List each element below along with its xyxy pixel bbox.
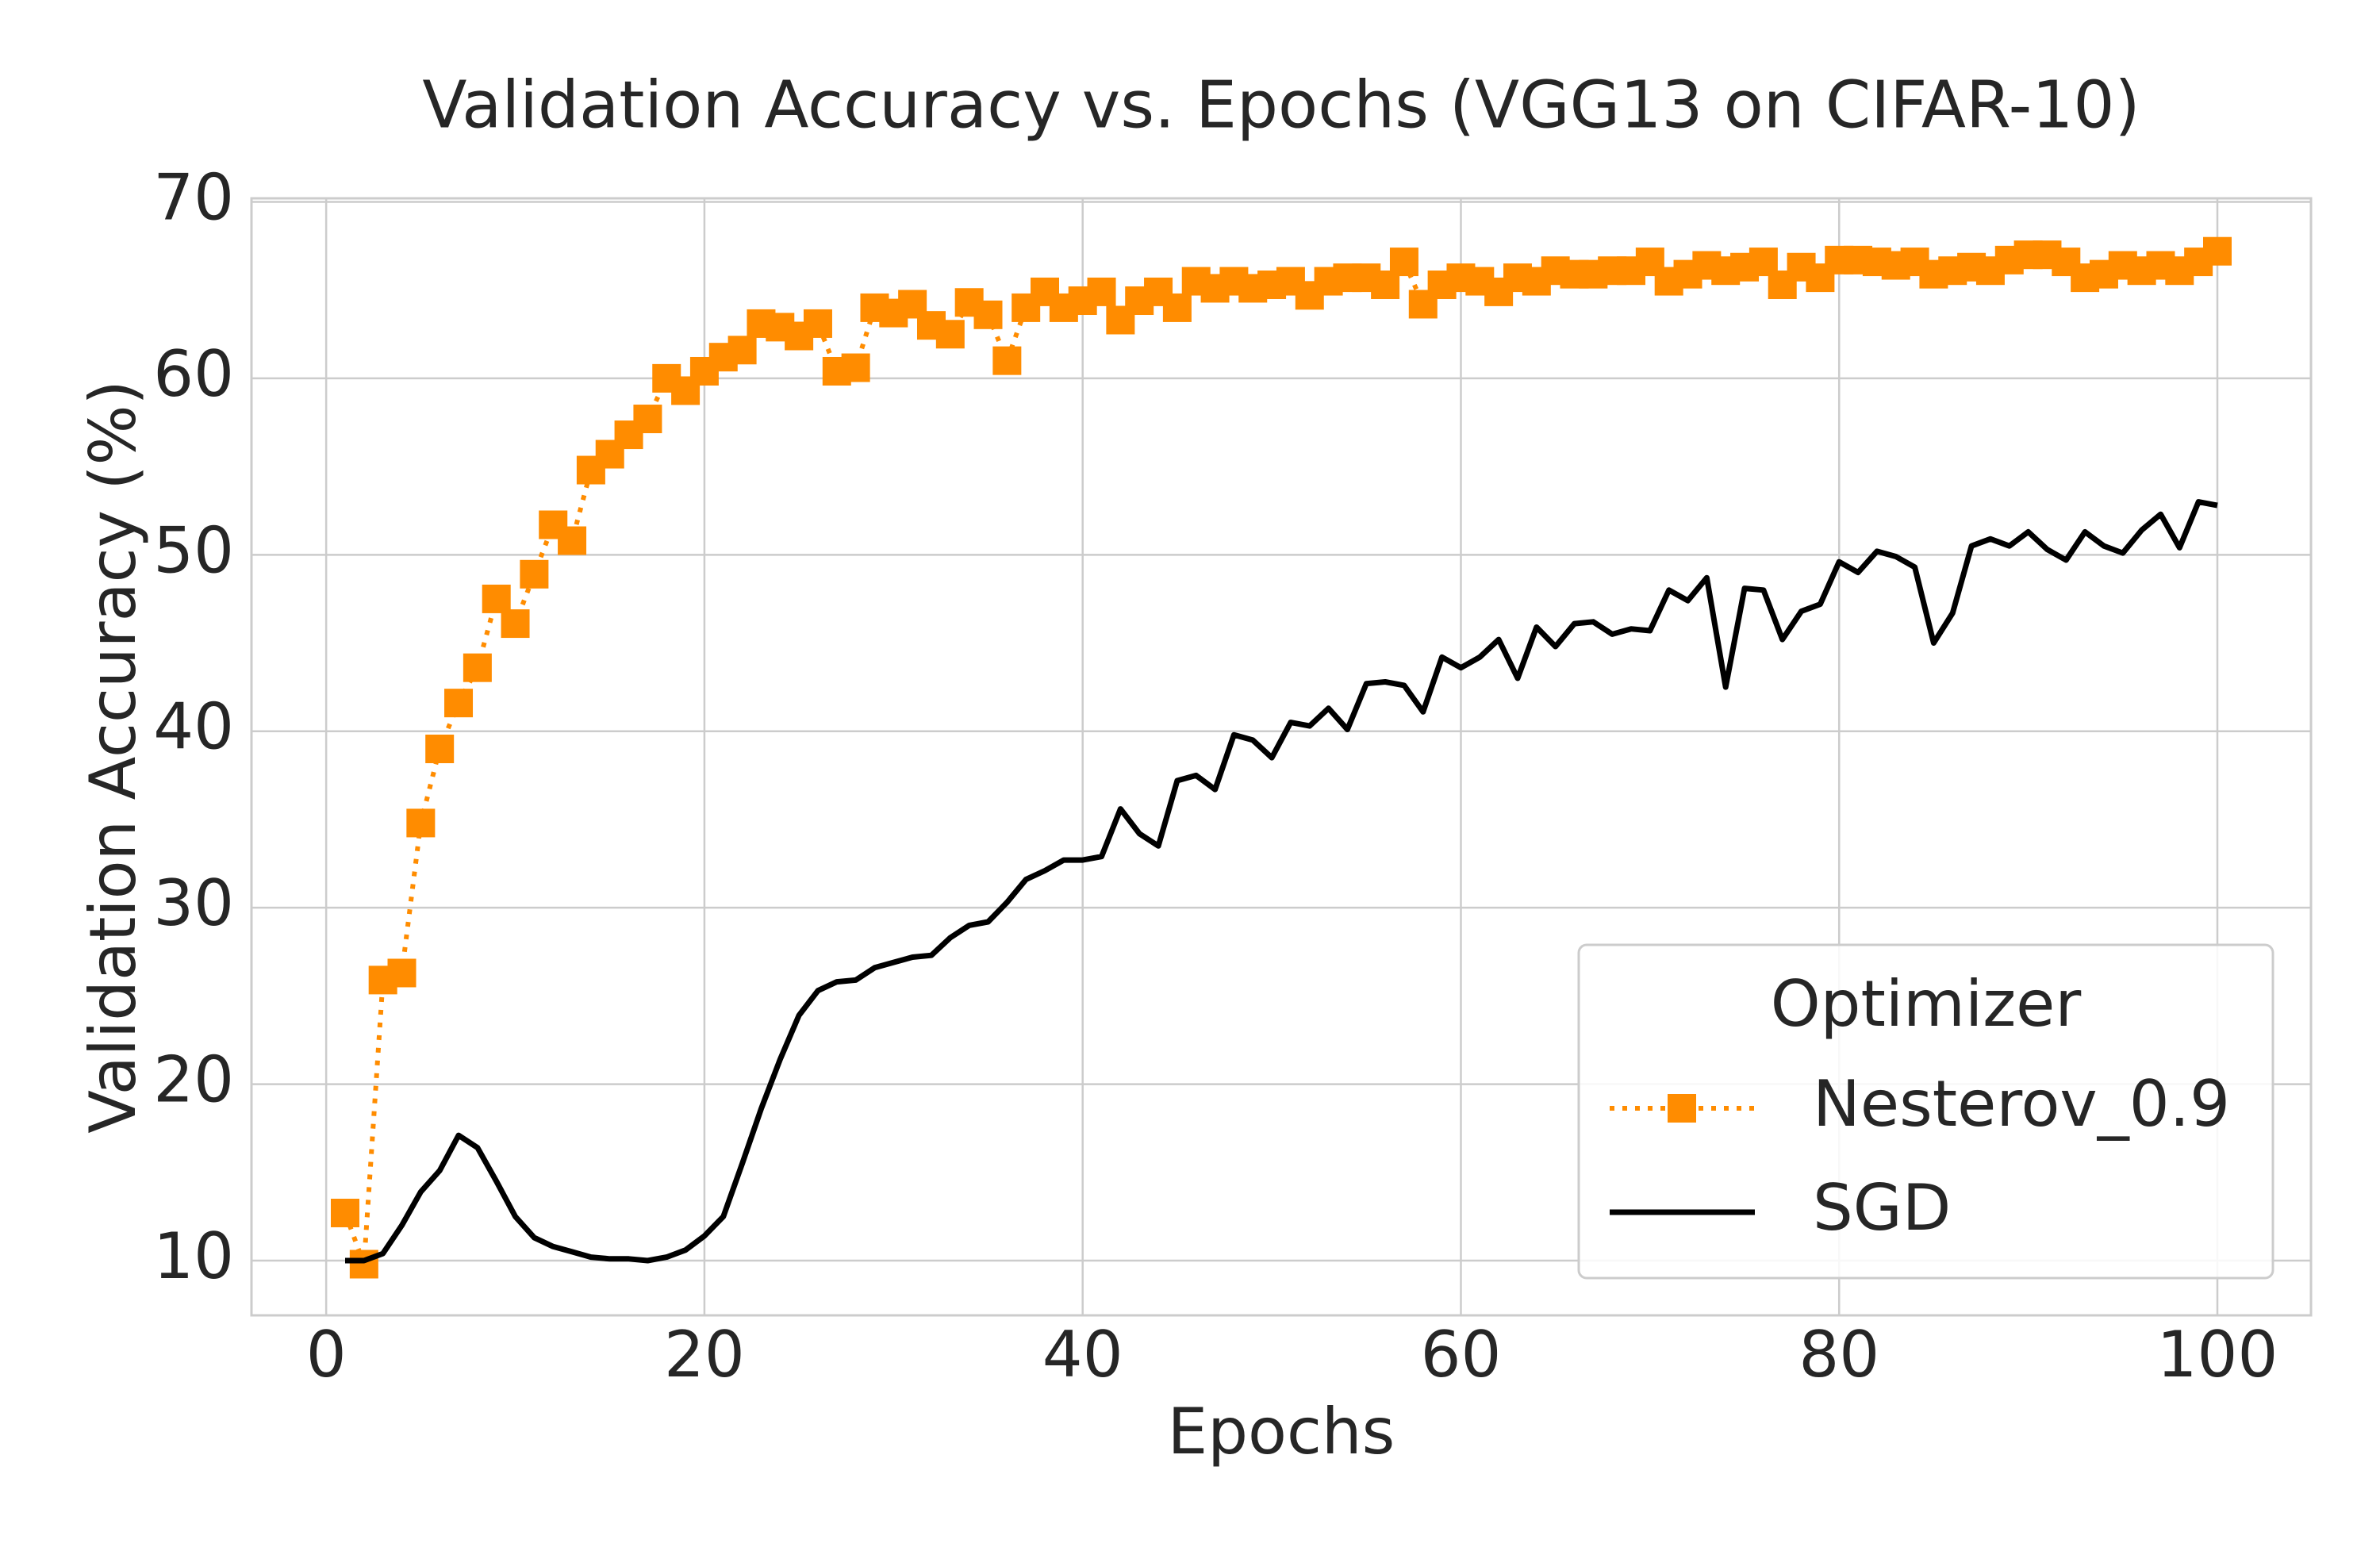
- marker: [558, 526, 587, 555]
- x-tick-label: 0: [306, 1318, 347, 1392]
- x-tick-label: 60: [1421, 1318, 1502, 1392]
- x-axis-label: Epochs: [1168, 1395, 1395, 1468]
- legend-label: Nesterov_0.9: [1813, 1067, 2230, 1141]
- marker: [841, 353, 870, 382]
- marker: [633, 405, 662, 434]
- marker: [1389, 248, 1418, 277]
- chart-title: Validation Accuracy vs. Epochs (VGG13 on…: [422, 67, 2140, 143]
- marker: [387, 958, 416, 988]
- y-tick-label: 70: [153, 160, 234, 234]
- marker: [935, 320, 965, 349]
- legend-title: Optimizer: [1771, 967, 2082, 1041]
- marker: [992, 346, 1022, 375]
- y-tick-label: 30: [153, 866, 234, 940]
- marker: [803, 309, 832, 338]
- y-tick-label: 40: [153, 690, 234, 764]
- y-tick-label: 60: [153, 337, 234, 411]
- y-tick-label: 20: [153, 1043, 234, 1117]
- legend-marker: [1668, 1094, 1696, 1123]
- series-line: [343, 249, 2219, 1267]
- x-tick-label: 20: [664, 1318, 745, 1392]
- marker: [2203, 236, 2232, 266]
- marker: [727, 336, 757, 365]
- marker: [501, 609, 530, 639]
- marker: [425, 734, 455, 763]
- marker: [973, 300, 1003, 329]
- marker: [482, 584, 511, 613]
- marker: [406, 808, 436, 838]
- series-line: [345, 499, 2218, 1264]
- y-tick-label: 50: [153, 513, 234, 587]
- legend-box: [1577, 943, 2274, 1280]
- y-tick-label: 10: [153, 1219, 234, 1293]
- x-tick-label: 40: [1042, 1318, 1123, 1392]
- x-tick-label: 80: [1798, 1318, 1879, 1392]
- legend-label: SGD: [1813, 1171, 1951, 1245]
- plot-frame: [250, 197, 2313, 1317]
- marker: [1087, 277, 1116, 306]
- marker: [463, 653, 492, 682]
- marker: [331, 1198, 359, 1227]
- x-tick-label: 100: [2157, 1318, 2278, 1392]
- marker: [444, 689, 474, 718]
- marker: [1162, 293, 1192, 322]
- y-axis-label: Validation Accuracy (%): [76, 380, 150, 1134]
- marker: [520, 559, 549, 589]
